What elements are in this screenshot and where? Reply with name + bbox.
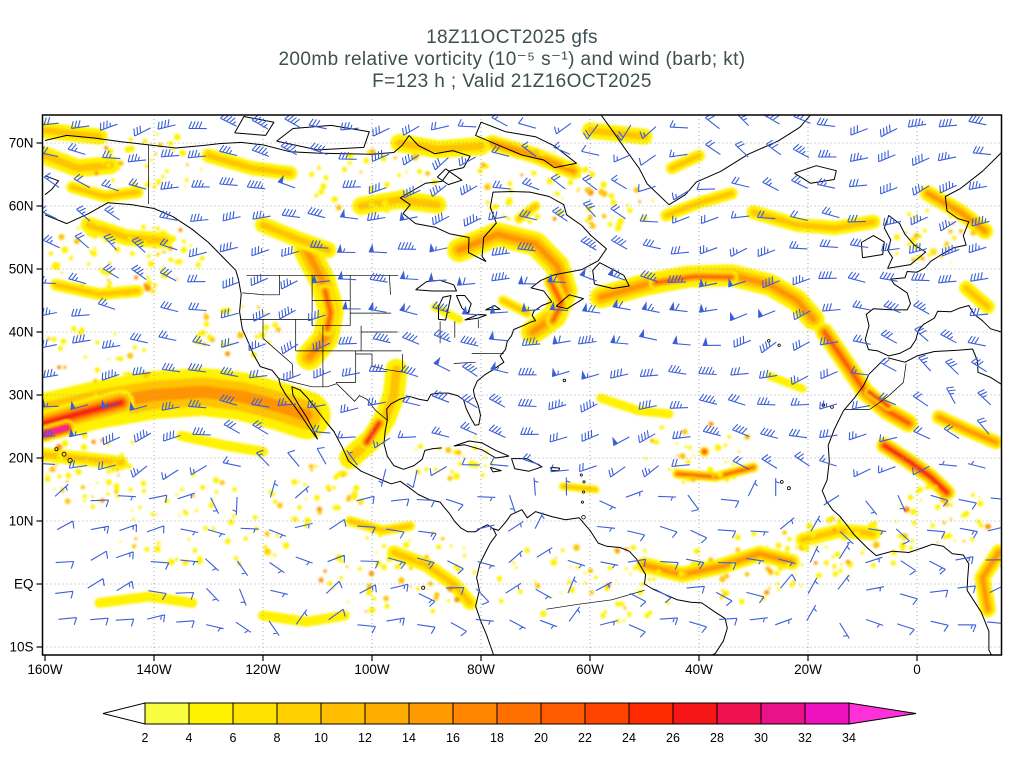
lat-label: EQ	[14, 577, 34, 592]
wind-barbs-layer	[42, 115, 1002, 639]
lon-label: 80W	[467, 662, 495, 677]
colorbar-cell	[760, 702, 806, 725]
colorbar-cell	[496, 702, 542, 725]
colorbar-tick-label: 32	[798, 731, 812, 745]
lon-label: 140W	[136, 662, 172, 677]
colorbar-cell	[144, 702, 190, 725]
colorbar-cell	[716, 702, 762, 725]
colorbar-tick-label: 34	[842, 731, 856, 745]
lon-label: 160W	[27, 662, 63, 677]
coastlines-layer	[44, 115, 1002, 655]
colorbar-tick-label: 24	[622, 731, 636, 745]
colorbar-tick-label: 16	[446, 731, 460, 745]
colorbar-cell	[276, 702, 322, 725]
colorbar-left-arrow	[102, 702, 146, 725]
colorbar-tick-label: 20	[534, 731, 548, 745]
colorbar-right-arrow	[848, 702, 917, 725]
colorbar-cell	[452, 702, 498, 725]
title-valid-line: F=123 h ; Valid 21Z16OCT2025	[372, 71, 652, 92]
colorbar: 2 4 6 8 10 12 14 16 18 20 22 24 26 28 30 32 34	[102, 702, 917, 745]
colorbar-tick-label: 10	[314, 731, 328, 745]
lon-label: 20W	[794, 662, 822, 677]
colorbar-cell	[320, 702, 366, 725]
lon-label: 100W	[354, 662, 390, 677]
colorbar-cell	[408, 702, 454, 725]
colorbar-cell	[188, 702, 234, 725]
colorbar-tick-label: 28	[710, 731, 724, 745]
colorbar-cell	[232, 702, 278, 725]
colorbar-tick-label: 2	[142, 731, 149, 745]
colorbar-tick-label: 26	[666, 731, 680, 745]
lat-label: 40N	[9, 325, 34, 340]
lat-label: 10N	[9, 514, 34, 529]
chart-title-block: 18Z11OCT2025 gfs 200mb relative vorticit…	[0, 27, 1024, 93]
colorbar-cell	[584, 702, 630, 725]
colorbar-cell	[364, 702, 410, 725]
colorbar-cell	[672, 702, 718, 725]
lat-label: 60N	[9, 199, 34, 214]
state-borders-layer	[148, 144, 907, 610]
colorbar-tick-label: 12	[358, 731, 372, 745]
colorbar-cell	[628, 702, 674, 725]
lat-label: 70N	[9, 136, 34, 151]
lon-label: 40W	[685, 662, 713, 677]
colorbar-tick-label: 14	[402, 731, 416, 745]
colorbar-cell	[540, 702, 586, 725]
colorbar-tick-label: 18	[490, 731, 504, 745]
colorbar-tick-label: 6	[230, 731, 237, 745]
lat-label: 10S	[9, 640, 33, 655]
lat-label: 20N	[9, 451, 34, 466]
lat-label: 30N	[9, 388, 34, 403]
map-canvas: 160W 140W 120W 100W 80W 60W 40W 20W 0 70N 60N 50N 40…	[9, 114, 1003, 678]
title-field-line: 200mb relative vorticity (10⁻⁵ s⁻¹) and …	[278, 49, 746, 70]
colorbar-tick-label: 4	[186, 731, 193, 745]
colorbar-tick-label: 30	[754, 731, 768, 745]
vorticity-shading-layer	[42, 122, 1002, 627]
colorbar-cell	[804, 702, 850, 725]
colorbar-tick-label: 8	[274, 731, 281, 745]
lat-label: 50N	[9, 262, 34, 277]
colorbar-tick-label: 22	[578, 731, 592, 745]
map-frame	[41, 114, 1003, 656]
title-init-line: 18Z11OCT2025 gfs	[426, 27, 598, 48]
axis-ticks	[36, 142, 918, 661]
lon-label: 120W	[245, 662, 281, 677]
lon-label: 0	[913, 662, 921, 677]
lon-label: 60W	[576, 662, 604, 677]
axis-labels: 160W 140W 120W 100W 80W 60W 40W 20W 0 70N 60N 50N 40…	[9, 136, 921, 678]
